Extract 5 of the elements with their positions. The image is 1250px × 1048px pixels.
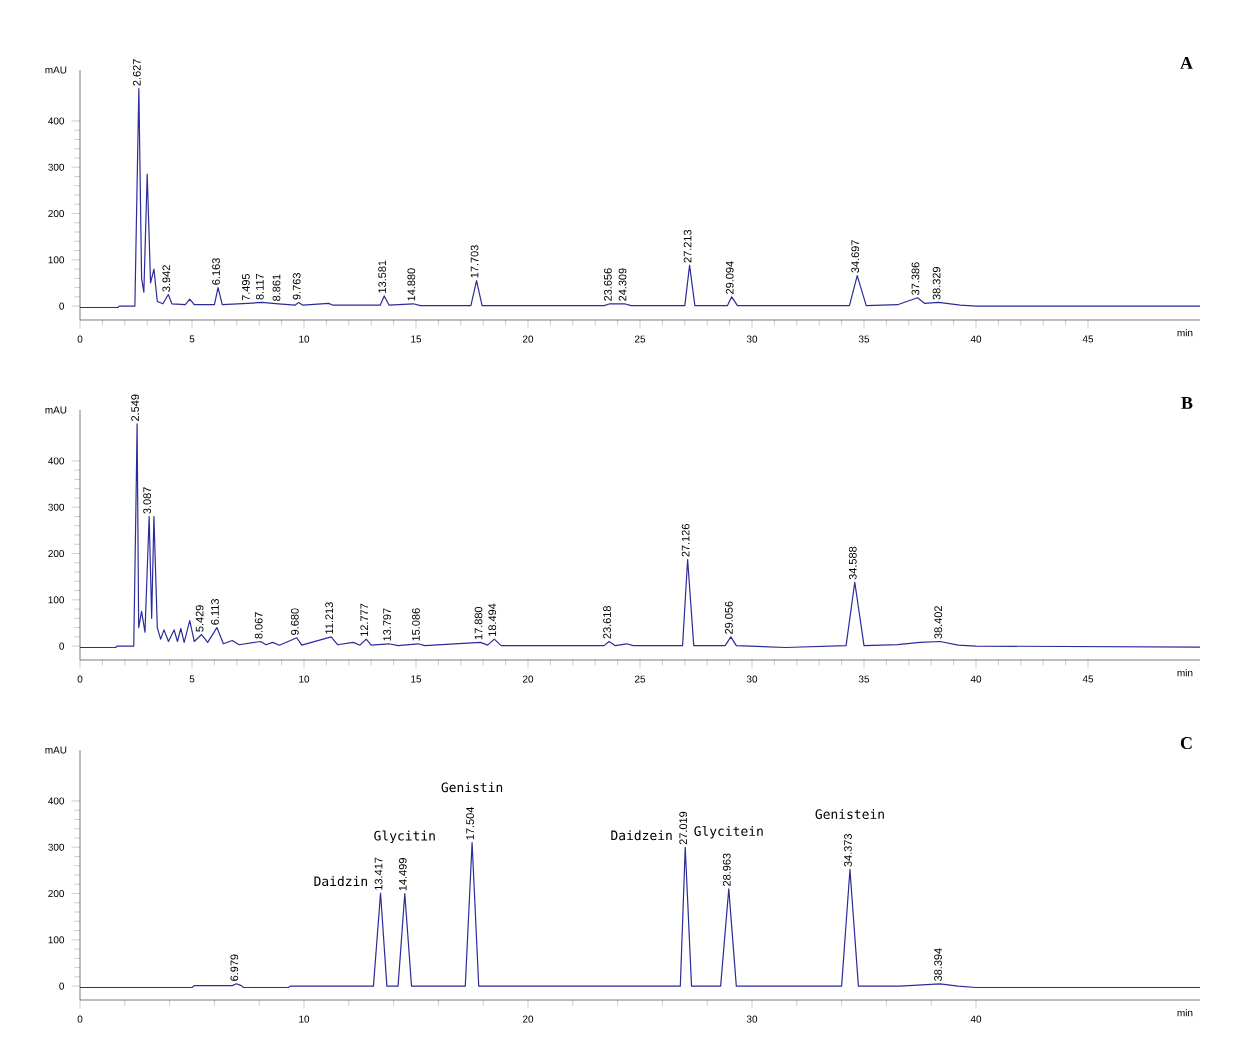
line-series xyxy=(79,87,1201,309)
line-series xyxy=(79,423,1201,649)
chart-title: B xyxy=(1181,397,1193,409)
chart-title: A xyxy=(1180,57,1193,69)
chart-title: C xyxy=(1180,737,1192,750)
